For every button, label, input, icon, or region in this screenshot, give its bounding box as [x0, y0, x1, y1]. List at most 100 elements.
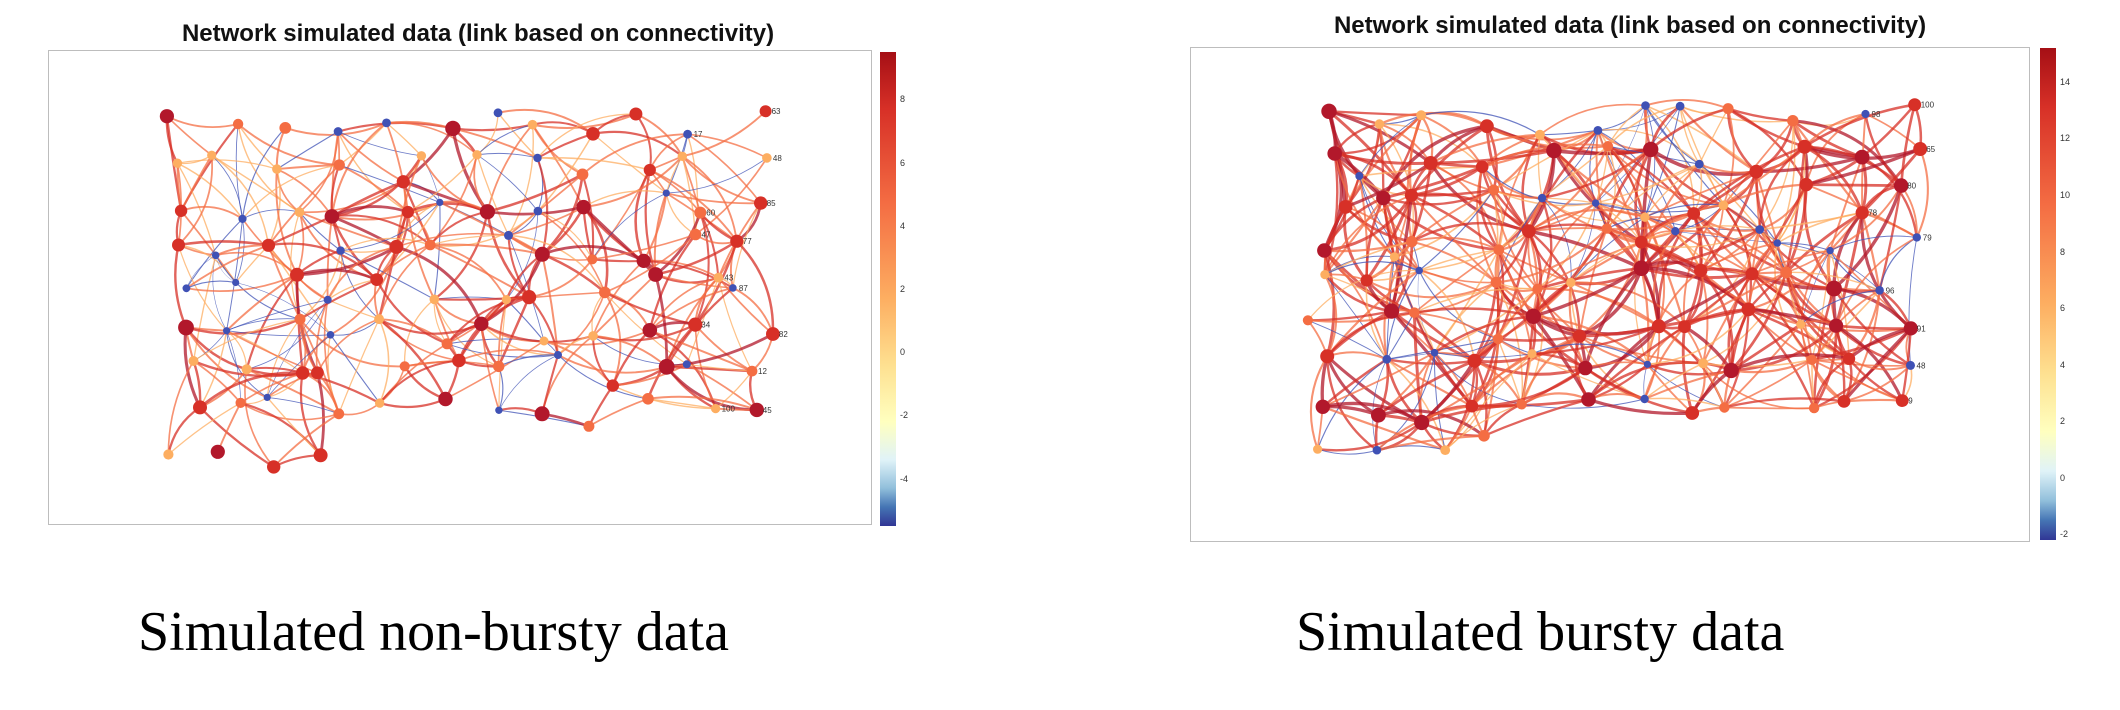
network-edge — [1829, 185, 1903, 252]
network-edge — [1803, 145, 1864, 214]
nodes: 63 17 48 85 60 47 77 43 87 34 82 12 100 45 — [159, 105, 788, 474]
network-edge — [634, 169, 651, 262]
network-edge — [379, 397, 446, 409]
network-edge — [1842, 327, 1912, 403]
network-edge — [694, 212, 710, 326]
network-edge — [225, 273, 298, 332]
network-edge — [1702, 272, 1787, 364]
network-node — [746, 365, 758, 377]
network-edge — [687, 133, 768, 159]
network-edge — [536, 157, 549, 255]
network-edge — [498, 299, 507, 411]
network-node — [295, 366, 310, 380]
network-edge — [603, 291, 622, 386]
network-node — [689, 228, 702, 241]
network-edge — [193, 318, 301, 362]
network-edge — [326, 216, 333, 300]
network-node — [1837, 395, 1851, 408]
network-node — [683, 129, 692, 139]
network-node — [1521, 224, 1536, 239]
network-node — [1320, 349, 1335, 364]
network-edge — [1641, 228, 1761, 248]
network-edge — [1700, 242, 1778, 272]
network-edge — [246, 299, 329, 370]
network-edge — [1411, 240, 1497, 284]
network-edge — [275, 127, 287, 170]
network-edge — [1421, 110, 1541, 136]
network-edge — [1334, 152, 1413, 197]
network-node — [729, 284, 737, 292]
network-node — [1478, 430, 1490, 442]
network-node — [232, 278, 240, 287]
network-node — [1525, 308, 1541, 324]
network-edge — [508, 234, 606, 293]
network-node — [1671, 227, 1680, 236]
network-edge — [1328, 109, 1432, 165]
network-node — [159, 109, 174, 124]
network-node — [1829, 318, 1844, 333]
network-edge — [1413, 287, 1538, 314]
network-node — [1694, 263, 1708, 278]
network-node — [474, 316, 489, 331]
network-node — [1799, 177, 1813, 192]
network-edge — [226, 330, 268, 398]
network-edge — [644, 169, 657, 275]
network-edge — [654, 274, 669, 367]
network-node — [429, 294, 440, 305]
network-edge — [1317, 448, 1378, 455]
network-node — [193, 400, 207, 415]
network-edge — [1811, 250, 1831, 360]
network-edge — [732, 202, 762, 288]
network-node — [539, 336, 549, 346]
network-edge — [1644, 106, 1681, 218]
plot-title: Network simulated data (link based on co… — [1333, 12, 1927, 39]
colorbar-tick-label: -2 — [2060, 529, 2069, 540]
network-edge — [541, 254, 559, 356]
network-node — [1912, 233, 1921, 242]
network-node — [662, 189, 670, 197]
network-node — [1640, 212, 1650, 222]
network-edge — [1376, 434, 1485, 452]
network-edge — [1394, 189, 1495, 258]
network-edge — [537, 156, 650, 171]
network-edge — [1434, 352, 1533, 358]
network-node — [1698, 358, 1709, 369]
network-edge — [167, 402, 241, 455]
node-label: 85 — [767, 199, 776, 208]
network-node — [493, 108, 503, 118]
network-node — [1415, 266, 1423, 275]
network-edge — [1541, 197, 1572, 283]
network-edge — [1322, 401, 1423, 424]
network-node — [1908, 98, 1922, 112]
network-edge — [1322, 405, 1446, 452]
network-node — [1593, 126, 1603, 135]
network-edge — [1645, 99, 1729, 110]
network-edge — [1646, 269, 1702, 365]
network-node — [1321, 103, 1337, 119]
network-node — [1826, 246, 1834, 255]
colorbar: 8 6 4 2 0 -2 -4 — [880, 52, 908, 526]
network-node — [1488, 184, 1500, 196]
network-edge — [583, 190, 667, 208]
network-edge — [1644, 203, 1724, 218]
network-edge — [331, 155, 423, 218]
network-edge — [1634, 242, 1649, 365]
network-node — [1493, 244, 1505, 256]
network-node — [527, 119, 538, 130]
network-node — [333, 127, 343, 136]
network-node — [766, 327, 780, 341]
network-node — [534, 246, 550, 262]
network-node — [1806, 354, 1817, 365]
plot-title: Network simulated data (link based on co… — [181, 20, 775, 47]
network-edge — [330, 122, 388, 217]
network-edge — [1583, 267, 1643, 369]
network-edge — [1317, 421, 1423, 452]
network-edge — [1533, 315, 1649, 366]
network-edge — [338, 402, 381, 416]
network-edge — [1829, 235, 1917, 252]
network-edge — [686, 363, 753, 372]
network-node — [445, 120, 461, 137]
network-edge — [1645, 105, 1724, 206]
colorbar: 14 12 10 8 6 4 2 0 -2 — [2040, 48, 2070, 540]
nodes: 100 98 65 80 78 79 96 91 48 9 — [1302, 98, 1936, 455]
